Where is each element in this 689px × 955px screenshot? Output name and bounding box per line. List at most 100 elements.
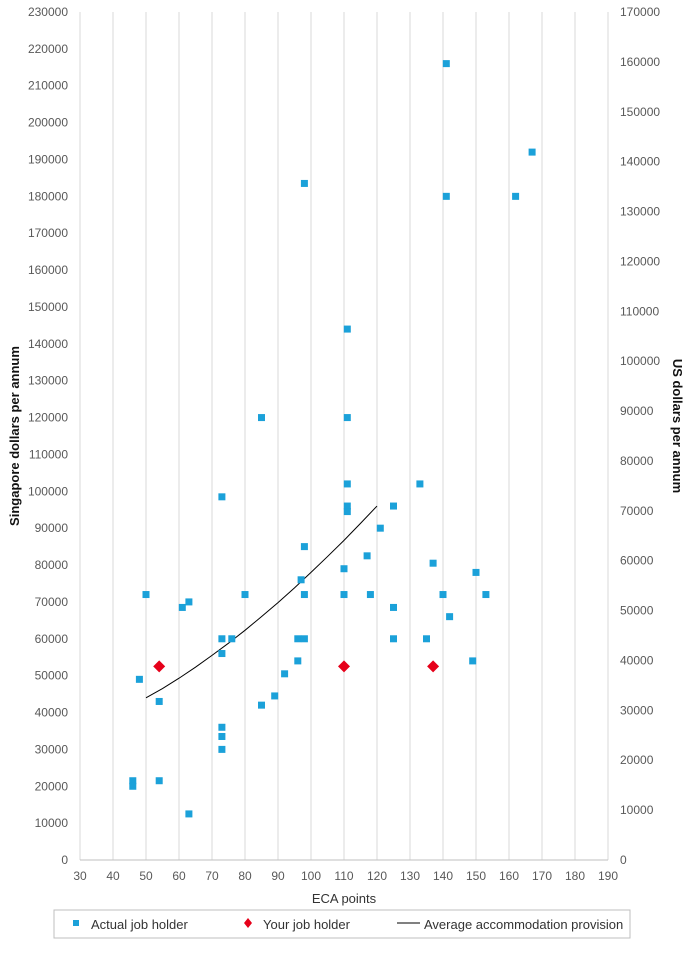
actual-job-holder-point — [390, 603, 397, 611]
actual-job-holder-point — [416, 480, 424, 488]
actual-job-holder-point — [155, 777, 163, 785]
actual-job-holder-point — [442, 192, 450, 200]
y-tick-label: 140000 — [28, 337, 68, 351]
x-tick-label: 30 — [73, 869, 87, 883]
y2-tick-label: 110000 — [620, 304, 659, 318]
actual-job-holder-point — [429, 559, 437, 567]
y-tick-label: 30000 — [35, 742, 69, 756]
y2-tick-label: 40000 — [620, 653, 654, 667]
axes: 30 40 50 60 70 80 90 100 110 120 130 140 150 160 170 18… — [28, 5, 660, 883]
y-tick-label: 150000 — [28, 300, 68, 314]
actual-job-holder-point — [218, 635, 226, 643]
trend-line-layer — [145, 505, 378, 699]
x-tick-label: 100 — [301, 869, 321, 883]
actual-job-holder-point — [218, 723, 226, 731]
y-axis-title: Singapore dollars per annum — [7, 346, 22, 526]
y-tick-label: 20000 — [35, 779, 69, 793]
actual-job-holder-point — [294, 657, 302, 665]
y-tick-label: 50000 — [35, 669, 69, 683]
x-tick-label: 60 — [172, 869, 186, 883]
y-tick-label: 180000 — [28, 189, 68, 203]
x-tick-label: 140 — [433, 869, 453, 883]
legend-marker-actual-job-holder — [73, 920, 79, 926]
actual-job-holder-point — [343, 325, 351, 333]
legend-marker-your-job-holder — [244, 918, 252, 928]
actual-job-holder-point — [300, 591, 308, 599]
your-job-holder-point — [427, 660, 440, 673]
x-tick-label: 110 — [334, 869, 353, 883]
actual-job-holder-point — [363, 552, 371, 560]
y-tick-label: 110000 — [29, 447, 68, 461]
y2-tick-label: 100000 — [620, 354, 660, 368]
y2-tick-label: 170000 — [620, 5, 660, 19]
actual-job-holder-point — [439, 591, 447, 599]
x-tick-label: 130 — [400, 869, 420, 883]
x-tick-label: 160 — [499, 869, 519, 883]
y-tick-label: 60000 — [35, 632, 69, 646]
legend-label-your-job-holder: Your job holder — [263, 917, 351, 932]
legend-box — [53, 909, 631, 939]
actual-job-holder-point — [390, 502, 397, 510]
actual-job-holder-point — [340, 565, 348, 573]
y2-tick-label: 20000 — [620, 753, 654, 767]
actual-job-holder-point — [366, 591, 374, 599]
actual-job-holder-point — [271, 692, 279, 700]
actual-job-holder-point — [155, 697, 163, 705]
axis-titles: ECA points Singapore dollars per annum U… — [7, 346, 685, 906]
actual-job-holder-point — [340, 591, 348, 599]
x-tick-label: 50 — [139, 869, 153, 883]
y2-tick-label: 10000 — [620, 803, 654, 817]
y2-tick-label: 0 — [620, 853, 627, 867]
y2-tick-label: 70000 — [620, 504, 654, 518]
actual-job-holder-point — [446, 613, 454, 621]
actual-job-holder-point — [423, 635, 430, 643]
actual-job-holder-point — [343, 502, 351, 510]
x-axis-title: ECA points — [312, 891, 377, 906]
x-tick-label: 120 — [367, 869, 387, 883]
actual-job-holder-point — [390, 635, 397, 643]
actual-job-holder-point — [442, 60, 450, 68]
y2-axis-title: US dollars per annum — [670, 359, 685, 493]
actual-job-holder-point — [300, 635, 308, 643]
y-tick-label: 190000 — [28, 152, 68, 166]
y2-tick-label: 30000 — [620, 703, 654, 717]
y-tick-label: 40000 — [35, 706, 69, 720]
y-tick-label: 160000 — [28, 263, 68, 277]
x-tick-label: 190 — [598, 869, 618, 883]
x-tick-label: 170 — [532, 869, 552, 883]
legend: Actual job holder Your job holder Averag… — [53, 909, 631, 939]
data-points — [129, 60, 536, 818]
actual-job-holder-point — [482, 591, 490, 599]
actual-job-holder-point — [135, 675, 143, 683]
x-tick-label: 90 — [271, 869, 285, 883]
actual-job-holder-point — [469, 657, 477, 665]
actual-job-holder-point — [185, 598, 193, 606]
actual-job-holder-point — [258, 414, 265, 422]
y-tick-label: 230000 — [28, 5, 68, 19]
actual-job-holder-point — [300, 543, 308, 551]
actual-job-holder-point — [241, 591, 249, 599]
actual-job-holder-point — [185, 810, 193, 818]
actual-job-holder-point — [258, 701, 265, 709]
actual-job-holder-point — [343, 508, 351, 516]
y2-tick-label: 90000 — [620, 404, 654, 418]
actual-job-holder-point — [294, 635, 302, 643]
x-tick-label: 180 — [565, 869, 585, 883]
actual-job-holder-point — [218, 745, 226, 753]
actual-job-holder-point — [129, 782, 137, 790]
grid-lines — [79, 12, 609, 860]
y-tick-label: 90000 — [35, 521, 69, 535]
actual-job-holder-point — [218, 650, 226, 658]
y-tick-label: 130000 — [28, 374, 68, 388]
actual-job-holder-point — [218, 732, 226, 740]
actual-job-holder-point — [228, 635, 236, 643]
actual-job-holder-point — [472, 568, 480, 576]
legend-label-average-accommodation: Average accommodation provision — [424, 917, 623, 932]
x-tick-label: 70 — [205, 869, 219, 883]
y-tick-label: 80000 — [35, 558, 69, 572]
actual-job-holder-point — [376, 524, 384, 532]
y2-tick-label: 130000 — [620, 205, 660, 219]
actual-job-holder-point — [281, 670, 289, 678]
y2-tick-label: 120000 — [620, 254, 660, 268]
